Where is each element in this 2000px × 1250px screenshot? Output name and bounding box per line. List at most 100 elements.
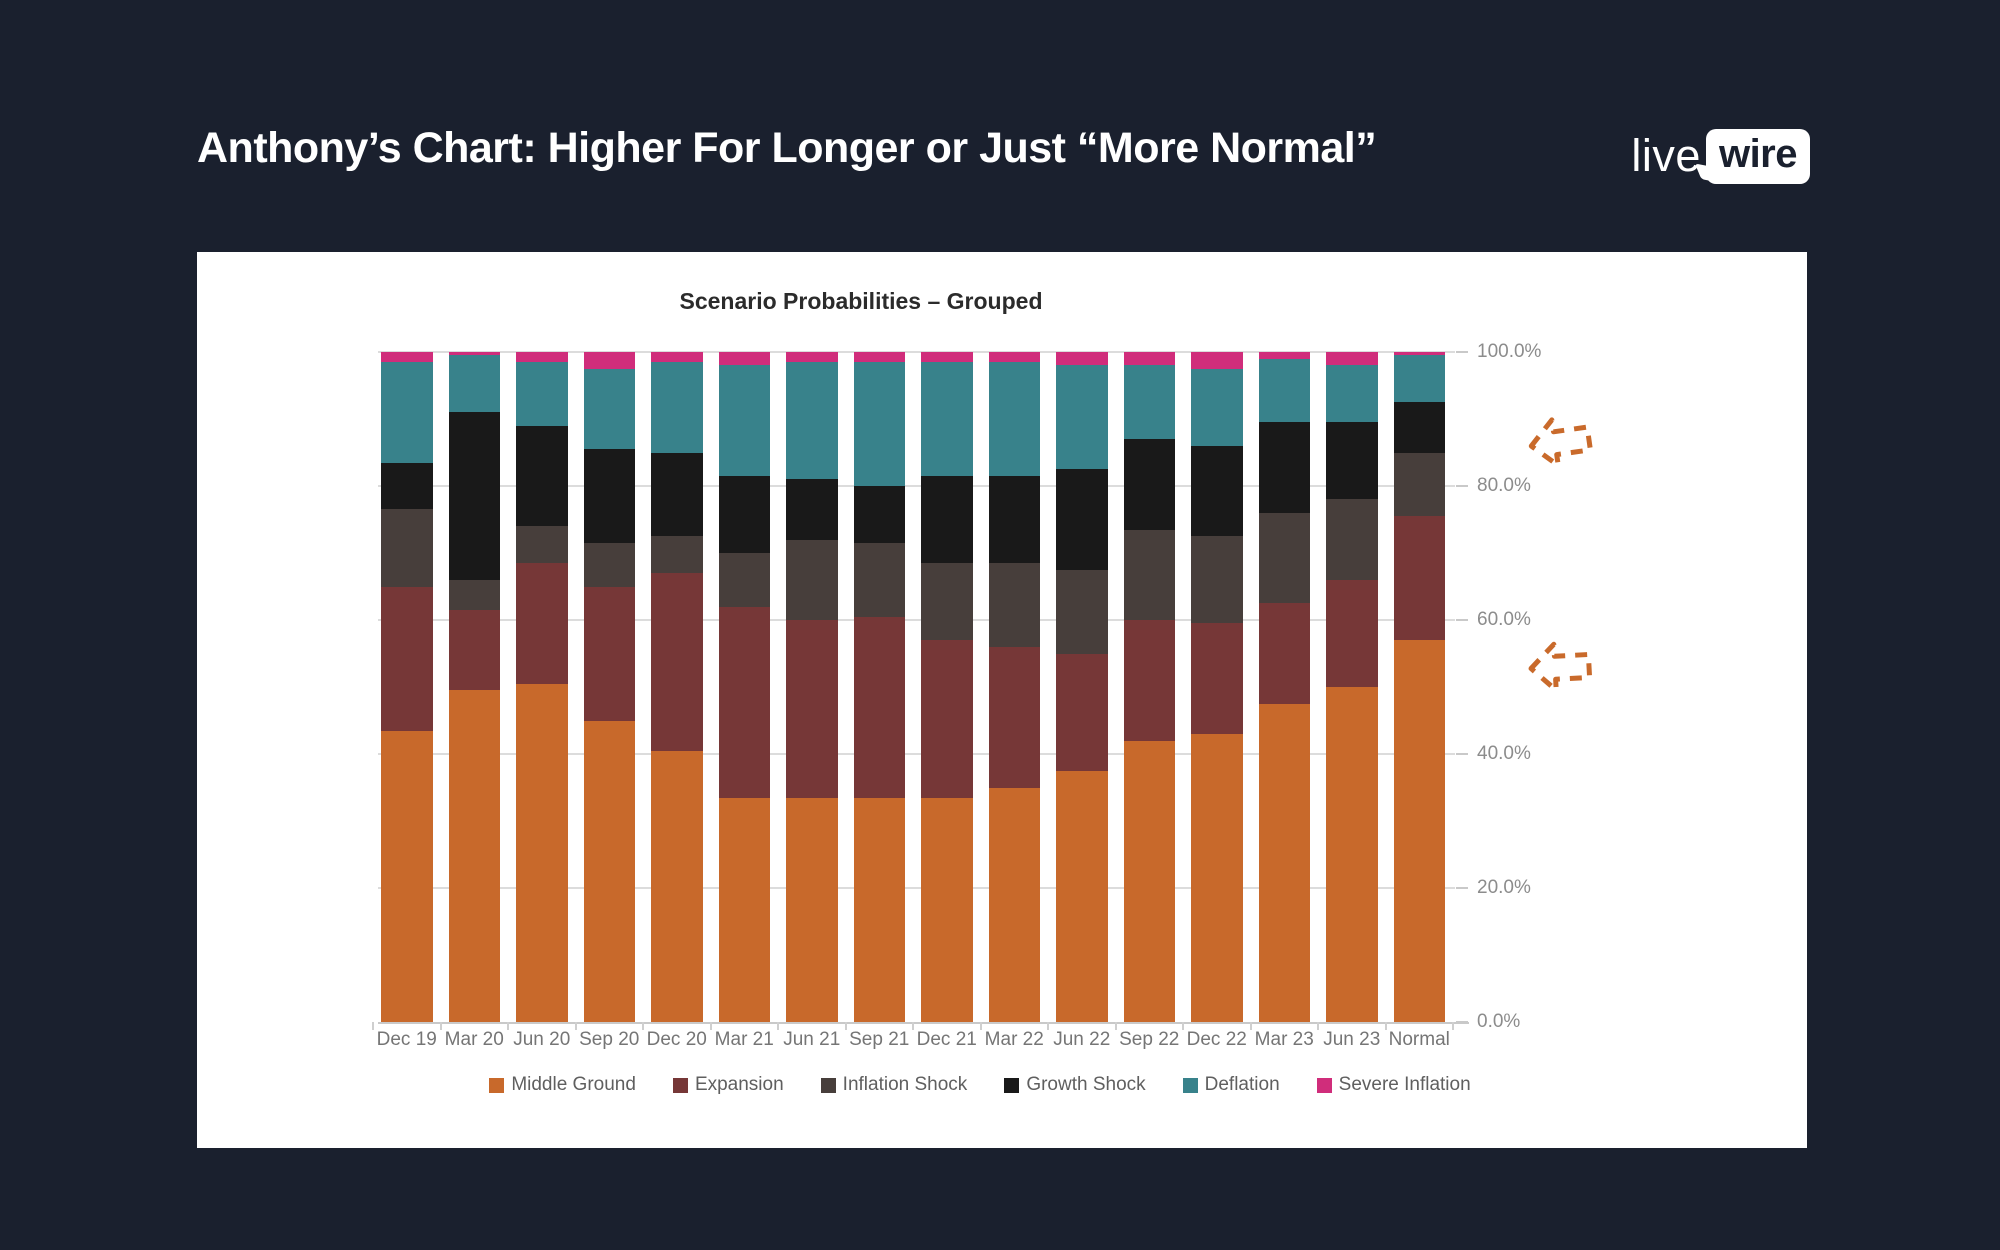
bar-segment-middle-ground [1191, 733, 1243, 1022]
bar-segment-middle-ground [1123, 740, 1175, 1022]
x-axis-tick [642, 1022, 644, 1030]
gridline-40 [378, 753, 1455, 755]
bar-mar-21 [718, 352, 770, 1022]
bar-segment-growth-shock [1123, 439, 1175, 530]
bar-segment-expansion [1191, 623, 1243, 734]
bar-segment-expansion [786, 620, 838, 798]
bar-segment-inflation-shock [1393, 452, 1445, 517]
bar-segment-expansion [381, 586, 433, 731]
bar-segment-deflation [381, 362, 433, 463]
bar-dec-22 [1191, 352, 1243, 1022]
bar-segment-growth-shock [516, 425, 568, 527]
bar-segment-severe-inflation [583, 352, 635, 369]
dashed-arrow-icon [1519, 407, 1601, 477]
bar-segment-growth-shock [786, 479, 838, 540]
x-axis-label: Sep 22 [1119, 1029, 1180, 1050]
bar-segment-expansion [718, 606, 770, 798]
legend-swatch [1182, 1077, 1198, 1093]
legend-item-inflation-shock: Inflation Shock [820, 1074, 967, 1096]
x-axis-tick [1249, 1022, 1252, 1030]
bar-segment-inflation-shock [651, 536, 703, 574]
bar-segment-expansion [448, 609, 500, 691]
bar-segment-severe-inflation [1258, 352, 1310, 359]
bar-segment-severe-inflation [1056, 352, 1108, 366]
bar-segment-expansion [1123, 620, 1175, 741]
bar-mar-23 [1258, 352, 1310, 1022]
x-axis-label: Normal [1388, 1029, 1450, 1050]
x-axis-tick [777, 1022, 779, 1030]
bar-segment-expansion [651, 573, 703, 751]
bar-segment-growth-shock [1393, 402, 1445, 453]
legend-label: Middle Ground [511, 1074, 636, 1095]
bar-segment-inflation-shock [853, 542, 905, 617]
bar-segment-severe-inflation [381, 352, 433, 363]
bar-segment-growth-shock [1258, 422, 1310, 513]
bar-segment-growth-shock [1326, 422, 1378, 500]
bar-segment-severe-inflation [853, 352, 905, 363]
x-axis-label: Mar 21 [714, 1029, 774, 1050]
bar-segment-inflation-shock [718, 553, 770, 607]
x-axis-tick [1182, 1022, 1184, 1030]
bar-segment-middle-ground [786, 797, 838, 1022]
bar-segment-middle-ground [381, 730, 433, 1022]
bar-segment-deflation [1191, 368, 1243, 446]
bar-segment-severe-inflation [718, 352, 770, 366]
y-axis-label: 0.0% [1477, 1011, 1521, 1032]
x-axis-label: Dec 22 [1186, 1029, 1247, 1050]
legend-label: Severe Inflation [1338, 1074, 1471, 1095]
x-axis-tick [574, 1022, 577, 1030]
bar-segment-middle-ground [651, 750, 703, 1022]
legend-swatch [820, 1077, 836, 1093]
x-axis-label: Jun 20 [513, 1029, 571, 1050]
x-axis-tick [439, 1022, 442, 1030]
bar-segment-inflation-shock [1056, 569, 1108, 654]
bar-segment-deflation [1393, 355, 1445, 403]
bar-segment-severe-inflation [1123, 352, 1175, 366]
bar-segment-deflation [1123, 365, 1175, 440]
x-axis-label: Mar 22 [984, 1029, 1044, 1050]
legend-swatch [1316, 1077, 1332, 1093]
legend-swatch [489, 1077, 505, 1093]
livewire-logo: live wire [1631, 128, 1810, 184]
legend-item-expansion: Expansion [672, 1074, 784, 1096]
y-axis-tick [1456, 485, 1468, 487]
bar-segment-middle-ground [1393, 640, 1445, 1022]
bar-segment-inflation-shock [786, 539, 838, 621]
bar-segment-middle-ground [448, 690, 500, 1022]
x-axis-label: Sep 20 [579, 1029, 640, 1050]
bar-jun-20 [516, 352, 568, 1022]
x-axis-label: Jun 21 [783, 1029, 841, 1050]
legend-item-growth-shock: Growth Shock [1004, 1074, 1146, 1096]
bar-segment-deflation [651, 362, 703, 453]
bar-segment-severe-inflation [988, 352, 1040, 363]
bar-segment-middle-ground [1326, 687, 1378, 1022]
x-axis-tick [1317, 1022, 1319, 1030]
bar-segment-deflation [1056, 365, 1108, 470]
y-axis-label: 40.0% [1477, 743, 1531, 764]
bar-sep-21 [853, 352, 905, 1022]
bar-segment-inflation-shock [1258, 512, 1310, 604]
y-axis-tick [1456, 351, 1468, 353]
bar-segment-severe-inflation [1393, 352, 1445, 356]
bar-segment-middle-ground [853, 797, 905, 1022]
y-axis-tick [1456, 1021, 1468, 1023]
bar-segment-deflation [988, 362, 1040, 476]
legend-label: Growth Shock [1026, 1074, 1146, 1095]
bar-jun-23 [1326, 352, 1378, 1022]
bar-segment-growth-shock [1191, 445, 1243, 537]
bar-segment-middle-ground [583, 720, 635, 1022]
x-axis-tick [912, 1022, 914, 1030]
bar-segment-expansion [1393, 516, 1445, 641]
x-axis-label: Dec 21 [916, 1029, 977, 1050]
x-axis-label: Jun 23 [1323, 1029, 1381, 1050]
bar-segment-deflation [448, 355, 500, 413]
bar-segment-growth-shock [1056, 469, 1108, 570]
bar-segment-expansion [1258, 603, 1310, 704]
bar-segment-expansion [583, 586, 635, 721]
bar-mar-22 [988, 352, 1040, 1022]
x-axis-tick [507, 1022, 509, 1030]
x-axis-tick [709, 1022, 712, 1030]
bar-dec-21 [921, 352, 973, 1022]
x-axis-label: Sep 21 [849, 1029, 910, 1050]
bar-segment-growth-shock [583, 449, 635, 543]
